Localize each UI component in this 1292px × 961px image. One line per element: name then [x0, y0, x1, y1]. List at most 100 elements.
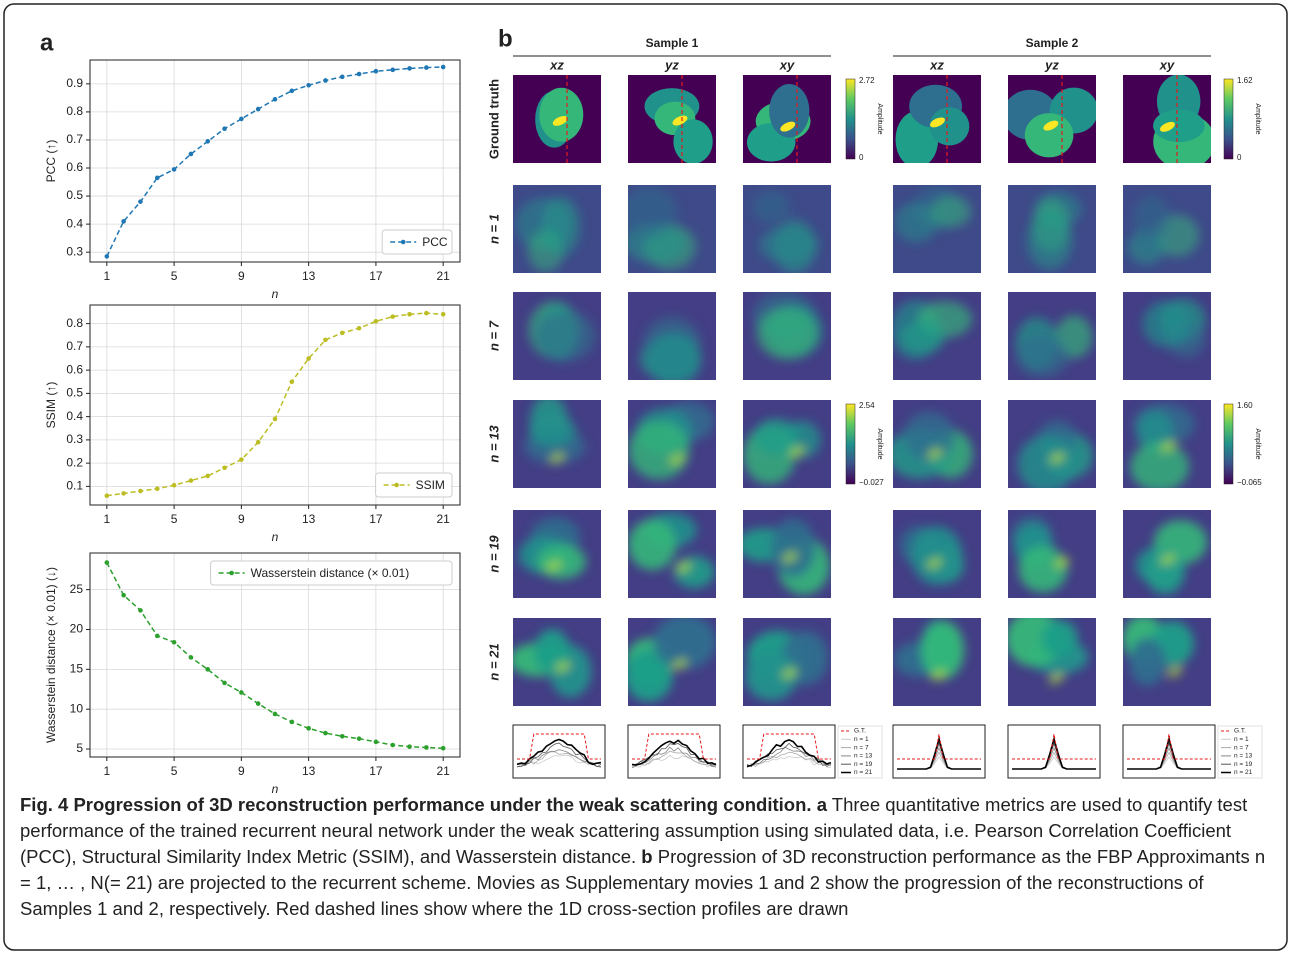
y-tick-label: 0.6	[66, 160, 83, 174]
image-panel	[893, 292, 981, 380]
image-blob	[628, 649, 673, 702]
data-line	[106, 66, 444, 257]
x-tick-label: 9	[238, 269, 245, 283]
image-highlight	[789, 446, 805, 457]
image-highlight	[780, 121, 796, 132]
profile-legend-label: n = 19	[1234, 761, 1253, 768]
caption-title: Fig. 4 Progression of 3D reconstruction …	[20, 794, 812, 815]
image-blob	[771, 518, 816, 578]
x-tick-label: 5	[171, 764, 178, 778]
data-point	[339, 733, 345, 739]
data-point	[306, 356, 311, 361]
legend-box	[375, 472, 453, 498]
image-blob	[1142, 300, 1190, 348]
image-highlight	[672, 115, 688, 126]
data-point	[255, 439, 261, 445]
profile-plot	[892, 724, 986, 779]
colorbar-max: 1.60	[1237, 401, 1253, 410]
plot-frame	[89, 59, 461, 263]
data-point	[104, 254, 110, 259]
image-blobs	[644, 88, 713, 163]
data-point	[323, 730, 328, 736]
legend-marker	[400, 239, 406, 245]
image-highlight	[1167, 667, 1183, 677]
data-point	[104, 560, 110, 565]
image-panel	[513, 292, 601, 380]
data-point	[104, 493, 110, 498]
image-blob	[1026, 211, 1073, 270]
column-label: xz	[549, 57, 564, 72]
profile-frame	[742, 724, 836, 779]
x-tick-label: 9	[238, 764, 245, 778]
colorbar-label: Amplitude	[1254, 103, 1261, 134]
profile-ground-truth	[1127, 733, 1211, 760]
profile-trace	[631, 739, 717, 766]
image-blobs	[639, 316, 702, 380]
image-panel	[1008, 292, 1096, 380]
image-highlight	[1048, 673, 1064, 684]
data-point	[222, 680, 227, 686]
image-content	[628, 185, 716, 273]
profile-legend-label: n = 19	[854, 761, 873, 768]
image-panel	[1008, 75, 1096, 163]
y-tick-label: 0.3	[66, 432, 83, 446]
image-blob	[758, 226, 819, 263]
image-blobs	[1008, 87, 1096, 158]
profile-legend: G.T.n = 1n = 7 n = 13n = 19n = 21	[837, 725, 883, 779]
column-label: yz	[664, 57, 679, 72]
data-point	[154, 633, 160, 639]
data-point	[121, 592, 126, 598]
image-blobs	[752, 292, 823, 360]
data-point	[306, 726, 311, 731]
image-panel	[743, 75, 831, 163]
data-point	[188, 151, 194, 157]
image-blob	[930, 195, 972, 228]
data-point	[323, 78, 328, 83]
data-point	[407, 744, 412, 749]
data-point	[171, 482, 177, 488]
image-panel	[1123, 510, 1211, 598]
row-label: n = 13	[486, 425, 501, 463]
x-tick-label: 1	[103, 512, 110, 526]
data-point	[390, 67, 396, 73]
image-panel	[893, 510, 981, 598]
image-highlight	[1160, 121, 1175, 132]
image-content	[628, 618, 716, 706]
data-point	[356, 736, 362, 741]
image-blobs	[743, 518, 830, 595]
image-blob	[628, 420, 690, 480]
image-panel	[513, 185, 601, 273]
image-blob	[1024, 113, 1074, 158]
data-point	[323, 337, 328, 343]
image-highlight	[555, 661, 571, 672]
image-panel	[628, 75, 716, 163]
image-content	[513, 75, 601, 163]
legend-label: PCC	[422, 235, 448, 249]
image-blobs	[535, 87, 584, 148]
image-blobs	[515, 196, 581, 272]
image-highlight	[552, 115, 568, 126]
data-point	[154, 486, 160, 492]
image-panel	[513, 510, 601, 598]
profile-trace	[516, 738, 602, 766]
image-blob	[541, 196, 581, 257]
image-blobs	[893, 412, 973, 479]
x-tick-label: 1	[103, 764, 110, 778]
image-highlight	[930, 117, 945, 128]
figure-frame	[3, 3, 1288, 951]
image-blob	[539, 87, 584, 142]
data-point	[390, 314, 396, 319]
profile-ground-truth	[517, 733, 601, 760]
x-tick-label: 21	[437, 512, 451, 526]
image-blobs	[1026, 191, 1082, 270]
data-point	[289, 379, 295, 385]
profile-frame	[1007, 724, 1101, 779]
data-point	[356, 71, 362, 77]
image-blobs	[1017, 420, 1094, 488]
image-panel	[893, 400, 981, 488]
colorbar	[1223, 403, 1234, 485]
profile-trace	[631, 750, 717, 768]
image-blob	[534, 310, 596, 362]
profile-legend-label: G.T.	[1234, 728, 1246, 735]
